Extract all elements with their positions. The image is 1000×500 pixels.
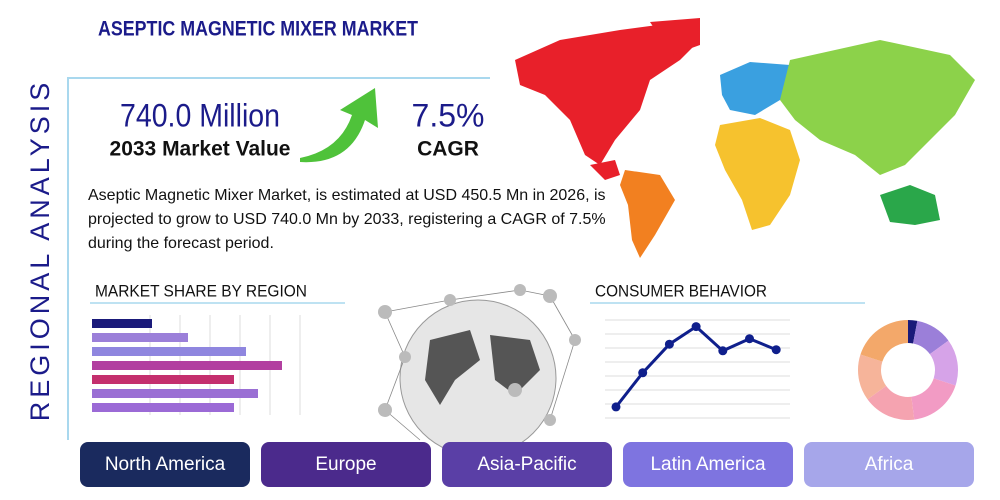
region-button[interactable] <box>442 442 612 487</box>
section-title: CONSUMER BEHAVIOR <box>595 281 767 300</box>
stat-label: 2033 Market Value <box>110 138 291 161</box>
point <box>771 345 781 355</box>
donut-slice <box>908 320 918 344</box>
region-label: Europe <box>315 454 376 475</box>
region-button[interactable] <box>80 442 250 487</box>
title: ASEPTIC MAGNETIC MIXER MARKET <box>98 18 418 41</box>
region-label: North America <box>105 454 226 475</box>
side-label: REGIONAL ANALYSIS <box>25 79 55 422</box>
donut-slice <box>929 340 958 386</box>
region-button[interactable] <box>804 442 974 487</box>
donut-slice <box>911 378 956 420</box>
world-map <box>515 18 975 258</box>
globe-network <box>378 284 581 457</box>
bar <box>92 347 246 356</box>
region-label: Africa <box>865 454 914 475</box>
donut-slice <box>860 320 908 362</box>
stat-value: 7.5% <box>412 97 485 133</box>
description: Aseptic Magnetic Mixer Market, is estima… <box>88 187 606 252</box>
bar <box>92 333 188 342</box>
point <box>718 346 728 356</box>
bar <box>92 319 152 328</box>
stat-label: CAGR <box>417 138 479 161</box>
point <box>611 402 621 412</box>
region-label: Latin America <box>650 454 766 475</box>
stat-value: 740.0 Million <box>120 97 280 133</box>
point <box>638 368 648 378</box>
donut-slice <box>913 320 949 355</box>
frame <box>67 77 490 440</box>
donut-slice <box>858 354 887 400</box>
growth-arrow <box>300 88 378 163</box>
region-button[interactable] <box>261 442 431 487</box>
region-button[interactable] <box>623 442 793 487</box>
bar <box>92 389 258 398</box>
description-box: Aseptic Magnetic Mixer Market, is estima… <box>88 187 606 252</box>
point <box>664 339 674 349</box>
bar <box>92 361 282 370</box>
line-grid <box>605 319 790 419</box>
region-label: Asia-Pacific <box>477 454 576 475</box>
section-title: MARKET SHARE BY REGION <box>95 281 307 300</box>
bar <box>92 403 234 412</box>
donut-slice <box>867 385 915 420</box>
bar <box>92 375 234 384</box>
point <box>745 334 754 344</box>
point <box>691 322 701 332</box>
